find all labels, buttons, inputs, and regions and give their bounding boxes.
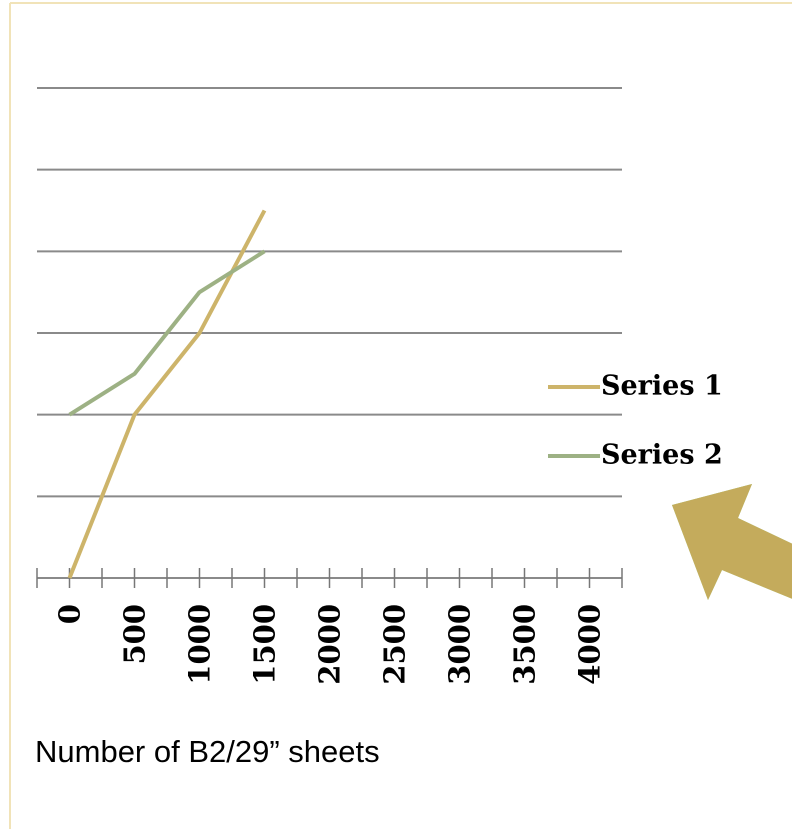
- x-axis-label: Number of B2/29” sheets: [35, 734, 380, 769]
- arrow: [672, 484, 792, 600]
- x-tick-label: 1000: [183, 604, 217, 685]
- legend-label: Series 1: [601, 371, 723, 402]
- x-tick-label: 2000: [313, 604, 347, 685]
- x-tick-label: 4000: [573, 604, 607, 685]
- series-line: [68, 249, 266, 417]
- x-tick-label: 0: [53, 604, 87, 624]
- plot: 0 500 1000 1500 2000 2500 3000 3500 4000 Series 1…: [36, 87, 723, 685]
- x-tick-label: 3000: [443, 604, 477, 685]
- x-tick-label: 2500: [378, 604, 412, 685]
- x-tick-label: 3500: [508, 604, 542, 685]
- x-tick-label: 1500: [248, 604, 282, 685]
- x-tick-label: 500: [118, 604, 152, 665]
- legend-label: Series 2: [601, 440, 723, 471]
